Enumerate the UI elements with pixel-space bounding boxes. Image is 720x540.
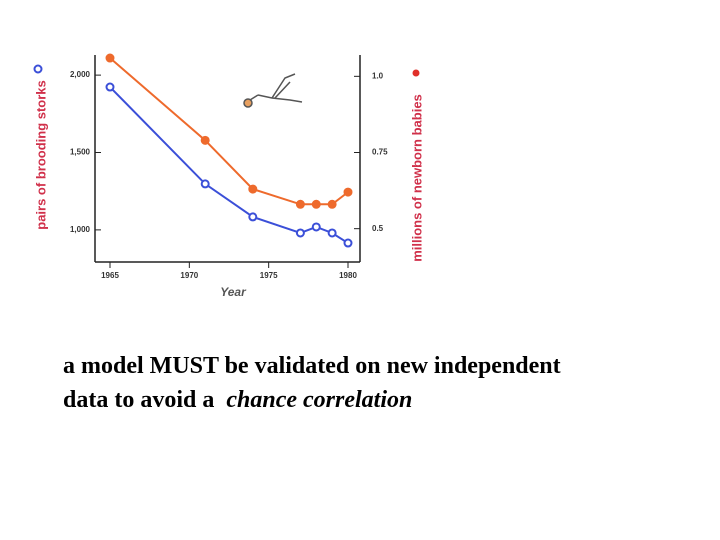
legend-marker (412, 69, 420, 77)
x-tick-label: 1970 (180, 271, 198, 280)
data-point (327, 199, 337, 209)
y2-tick-label: 1.0 (372, 71, 384, 80)
data-point (295, 199, 305, 209)
x-tick-label: 1975 (260, 271, 278, 280)
y-tick-label: 2,000 (70, 70, 91, 79)
y-tick-label: 1,500 (70, 148, 91, 157)
data-point (327, 228, 337, 238)
data-point (105, 53, 115, 63)
caption-line: data to avoid a (63, 387, 214, 413)
legend-marker (33, 64, 43, 74)
data-point (311, 222, 321, 232)
data-point (105, 82, 115, 92)
y-tick-label: 1,000 (70, 225, 91, 234)
series-line (109, 57, 349, 206)
data-point (200, 135, 210, 145)
data-point (200, 179, 210, 189)
caption-emphasis: chance correlation (226, 387, 412, 413)
y2-tick-label: 0.5 (372, 224, 384, 233)
x-axis-label: Year (220, 285, 247, 299)
caption: a model MUST be validated on new indepen… (63, 353, 567, 413)
x-tick-label: 1965 (101, 271, 119, 280)
data-point (248, 184, 258, 194)
data-point (311, 199, 321, 209)
y2-tick-label: 0.75 (372, 148, 388, 157)
stork-icon (243, 73, 303, 108)
data-point (343, 238, 353, 248)
data-point (248, 212, 258, 222)
data-point (295, 228, 305, 238)
y-axis-label: pairs of brooding storks (33, 80, 48, 230)
data-point (343, 187, 353, 197)
y2-axis-label: millions of newborn babies (409, 94, 424, 262)
x-tick-label: 1980 (339, 271, 357, 280)
caption-line: a model MUST be validated on new indepen… (63, 353, 561, 379)
